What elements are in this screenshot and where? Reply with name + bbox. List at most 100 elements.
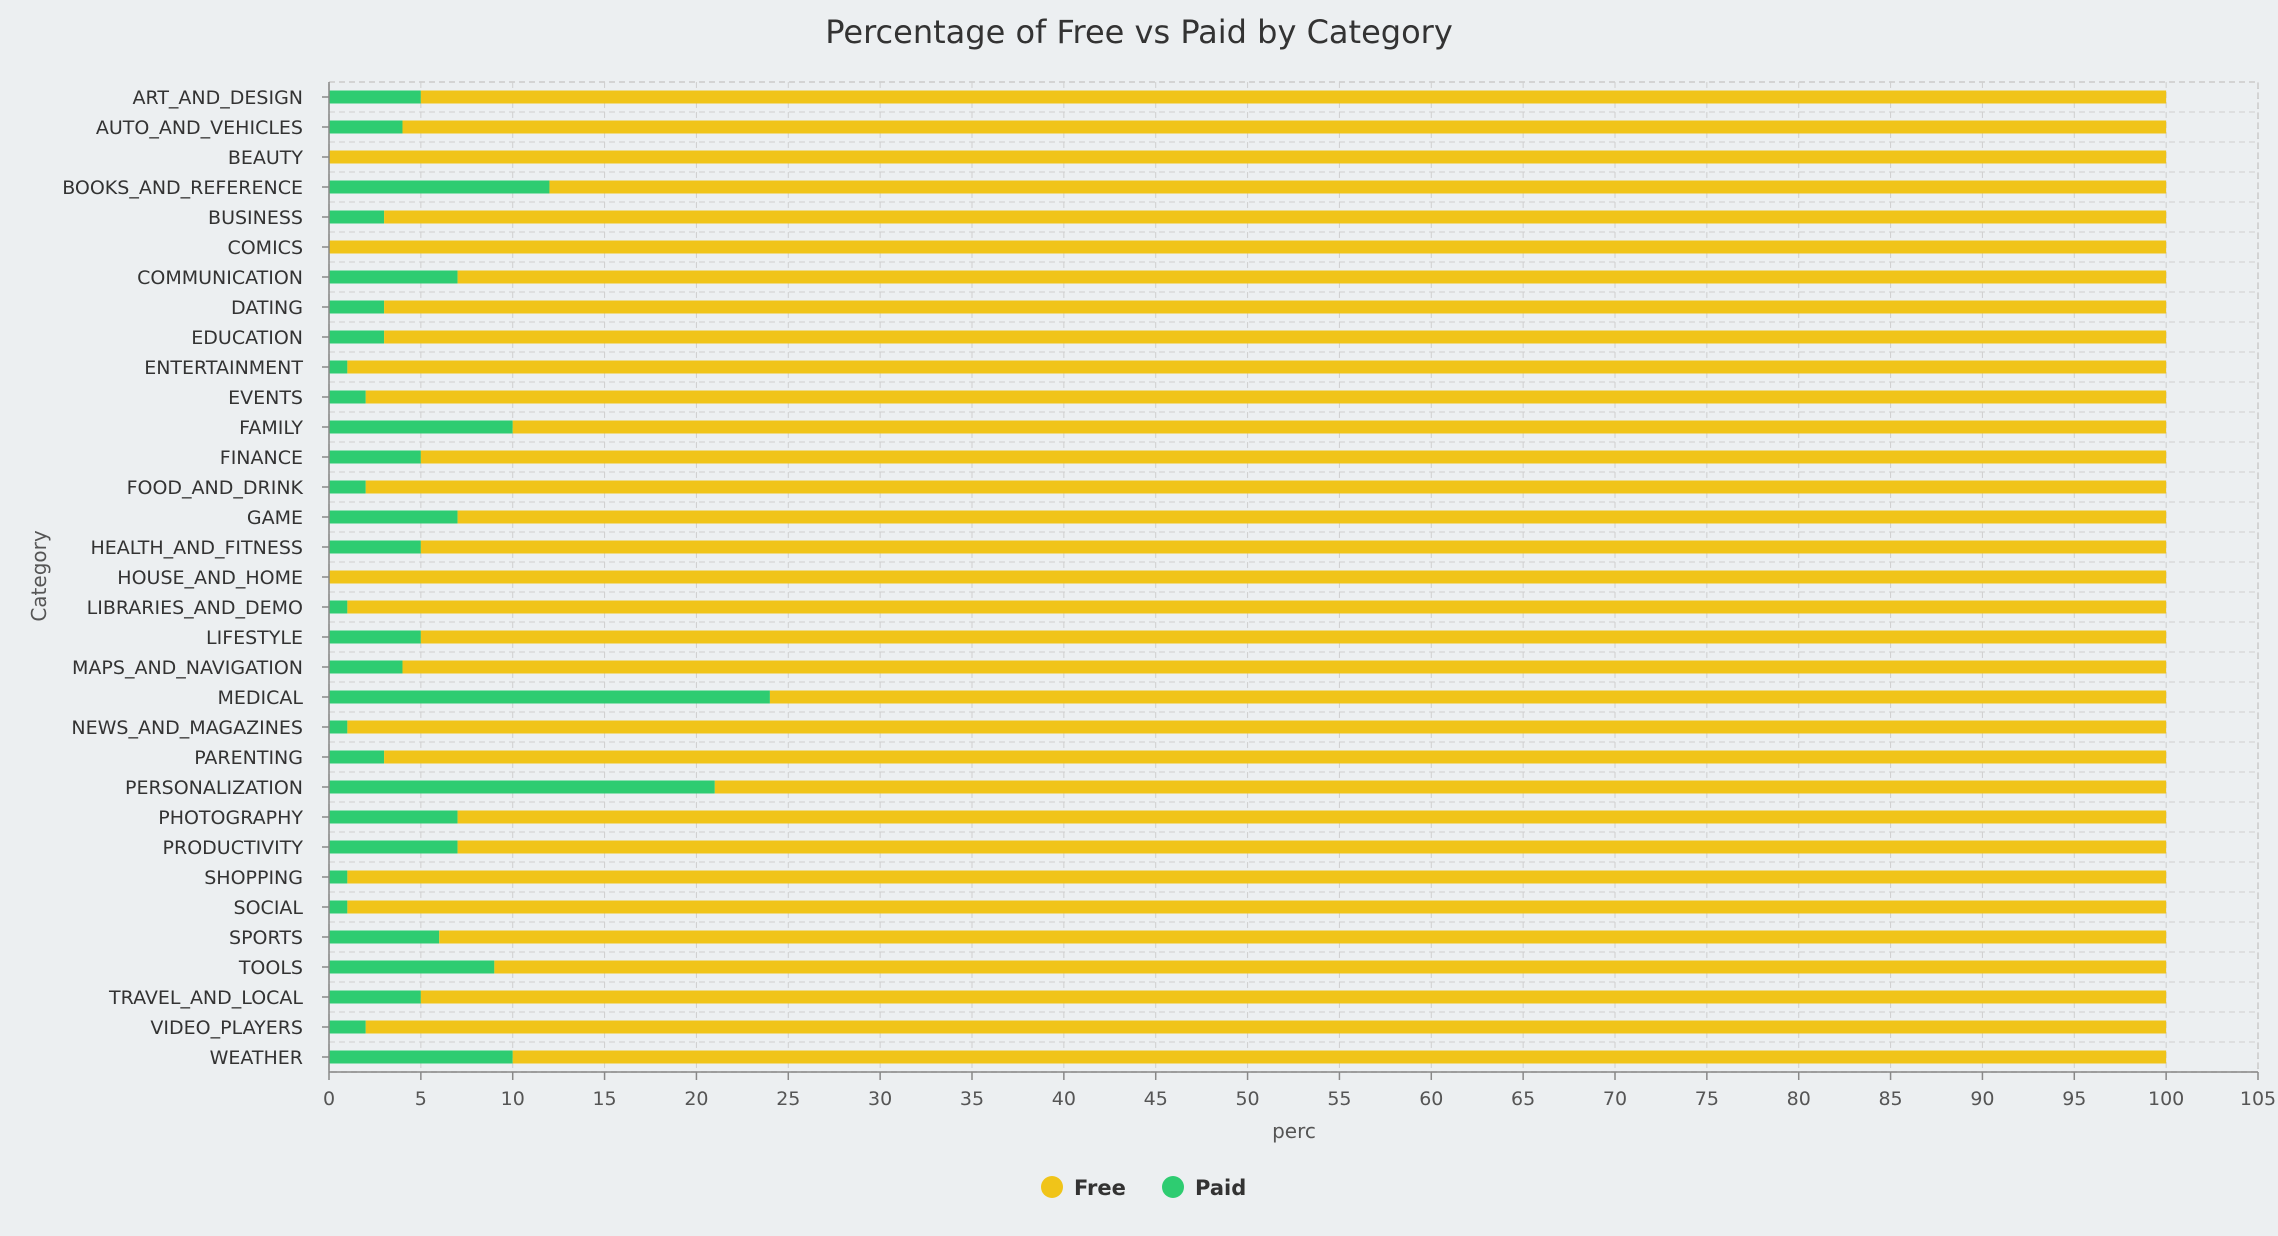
- bar-free[interactable]: [347, 600, 2167, 614]
- bar-free[interactable]: [769, 690, 2167, 704]
- bar-paid[interactable]: [329, 1020, 366, 1034]
- bar-free[interactable]: [549, 180, 2167, 194]
- bar-free[interactable]: [420, 450, 2167, 464]
- bar-paid[interactable]: [329, 360, 348, 374]
- category-label: MEDICAL: [218, 687, 304, 709]
- bar-paid[interactable]: [329, 90, 421, 104]
- legend[interactable]: Free Paid: [1041, 1176, 1246, 1200]
- bar-free[interactable]: [347, 720, 2167, 734]
- bar-free[interactable]: [402, 120, 2167, 134]
- bar-paid[interactable]: [329, 180, 550, 194]
- bar-free[interactable]: [457, 810, 2167, 824]
- bar-free[interactable]: [365, 480, 2167, 494]
- bar-free[interactable]: [329, 240, 2167, 254]
- bar-free[interactable]: [420, 990, 2167, 1004]
- bar-paid[interactable]: [329, 120, 403, 134]
- legend-item-free[interactable]: Free: [1041, 1176, 1126, 1200]
- x-tick-label: 5: [415, 1088, 427, 1110]
- bar-free[interactable]: [494, 960, 2167, 974]
- bar-free[interactable]: [420, 90, 2167, 104]
- bar-free[interactable]: [384, 750, 2167, 764]
- bar-free[interactable]: [512, 420, 2167, 434]
- bar-free[interactable]: [347, 900, 2167, 914]
- bar-paid[interactable]: [329, 690, 770, 704]
- category-label: TOOLS: [238, 957, 303, 979]
- bar-free[interactable]: [439, 930, 2167, 944]
- bar-free[interactable]: [457, 840, 2167, 854]
- bar-paid[interactable]: [329, 270, 458, 284]
- bar-free[interactable]: [329, 570, 2167, 584]
- category-label: BOOKS_AND_REFERENCE: [62, 177, 303, 199]
- bar-paid[interactable]: [329, 450, 421, 464]
- x-tick-label: 15: [592, 1088, 616, 1110]
- bar-free[interactable]: [512, 1050, 2167, 1064]
- bar-paid[interactable]: [329, 510, 458, 524]
- bar-paid[interactable]: [329, 300, 385, 314]
- bar-free[interactable]: [347, 360, 2167, 374]
- bar-free[interactable]: [329, 150, 2167, 164]
- x-tick-label: 60: [1419, 1088, 1443, 1110]
- category-label: WEATHER: [210, 1047, 303, 1069]
- x-tick-label: 0: [323, 1088, 335, 1110]
- bar-paid[interactable]: [329, 720, 348, 734]
- bar-free[interactable]: [714, 780, 2167, 794]
- bar-paid[interactable]: [329, 660, 403, 674]
- bar-paid[interactable]: [329, 810, 458, 824]
- bar-paid[interactable]: [329, 930, 440, 944]
- legend-label: Free: [1074, 1176, 1126, 1200]
- bar-free[interactable]: [365, 390, 2167, 404]
- bar-free[interactable]: [347, 870, 2167, 884]
- bar-paid[interactable]: [329, 390, 366, 404]
- category-label: ENTERTAINMENT: [144, 357, 303, 379]
- category-label: NEWS_AND_MAGAZINES: [71, 717, 303, 739]
- x-tick-label: 95: [2062, 1088, 2086, 1110]
- bar-paid[interactable]: [329, 600, 348, 614]
- bar-paid[interactable]: [329, 420, 513, 434]
- category-label: SPORTS: [229, 927, 303, 949]
- bar-free[interactable]: [402, 660, 2167, 674]
- bar-paid[interactable]: [329, 780, 715, 794]
- bar-paid[interactable]: [329, 630, 421, 644]
- bar-free[interactable]: [420, 540, 2167, 554]
- category-label: ART_AND_DESIGN: [133, 87, 304, 109]
- category-label: BUSINESS: [208, 207, 303, 229]
- bar-paid[interactable]: [329, 840, 458, 854]
- bar-free[interactable]: [384, 300, 2167, 314]
- bar-paid[interactable]: [329, 210, 385, 224]
- category-label: PERSONALIZATION: [125, 777, 303, 799]
- category-label: HEALTH_AND_FITNESS: [91, 537, 303, 559]
- bar-free[interactable]: [384, 210, 2167, 224]
- x-tick-label: 50: [1235, 1088, 1259, 1110]
- category-label: DATING: [231, 297, 303, 319]
- category-label: HOUSE_AND_HOME: [117, 567, 303, 589]
- category-label: FAMILY: [239, 417, 303, 439]
- bar-paid[interactable]: [329, 540, 421, 554]
- bar-paid[interactable]: [329, 330, 385, 344]
- x-tick-label: 40: [1052, 1088, 1076, 1110]
- category-label: COMICS: [227, 237, 303, 259]
- bar-paid[interactable]: [329, 1050, 513, 1064]
- axes-layer: 0 5 10 15 20 25 30 35 40 45 50 55 60 65 70 75 80 85 90 95 10…: [62, 82, 2276, 1110]
- category-label: EDUCATION: [191, 327, 303, 349]
- chart-title: Percentage of Free vs Paid by Category: [825, 13, 1453, 51]
- bar-free[interactable]: [365, 1020, 2167, 1034]
- bar-free[interactable]: [384, 330, 2167, 344]
- legend-item-paid[interactable]: Paid: [1162, 1176, 1246, 1200]
- bar-paid[interactable]: [329, 750, 385, 764]
- bar-paid[interactable]: [329, 990, 421, 1004]
- bar-paid[interactable]: [329, 960, 495, 974]
- bar-free[interactable]: [457, 270, 2167, 284]
- bar-free[interactable]: [457, 510, 2167, 524]
- bar-free[interactable]: [420, 630, 2167, 644]
- category-label: GAME: [247, 507, 303, 529]
- x-tick-label: 85: [1878, 1088, 1902, 1110]
- bar-paid[interactable]: [329, 900, 348, 914]
- category-label: COMMUNICATION: [137, 267, 303, 289]
- category-label: MAPS_AND_NAVIGATION: [72, 657, 303, 679]
- bar-paid[interactable]: [329, 480, 366, 494]
- category-label: SHOPPING: [204, 867, 303, 889]
- x-tick-label: 20: [684, 1088, 708, 1110]
- bar-paid[interactable]: [329, 870, 348, 884]
